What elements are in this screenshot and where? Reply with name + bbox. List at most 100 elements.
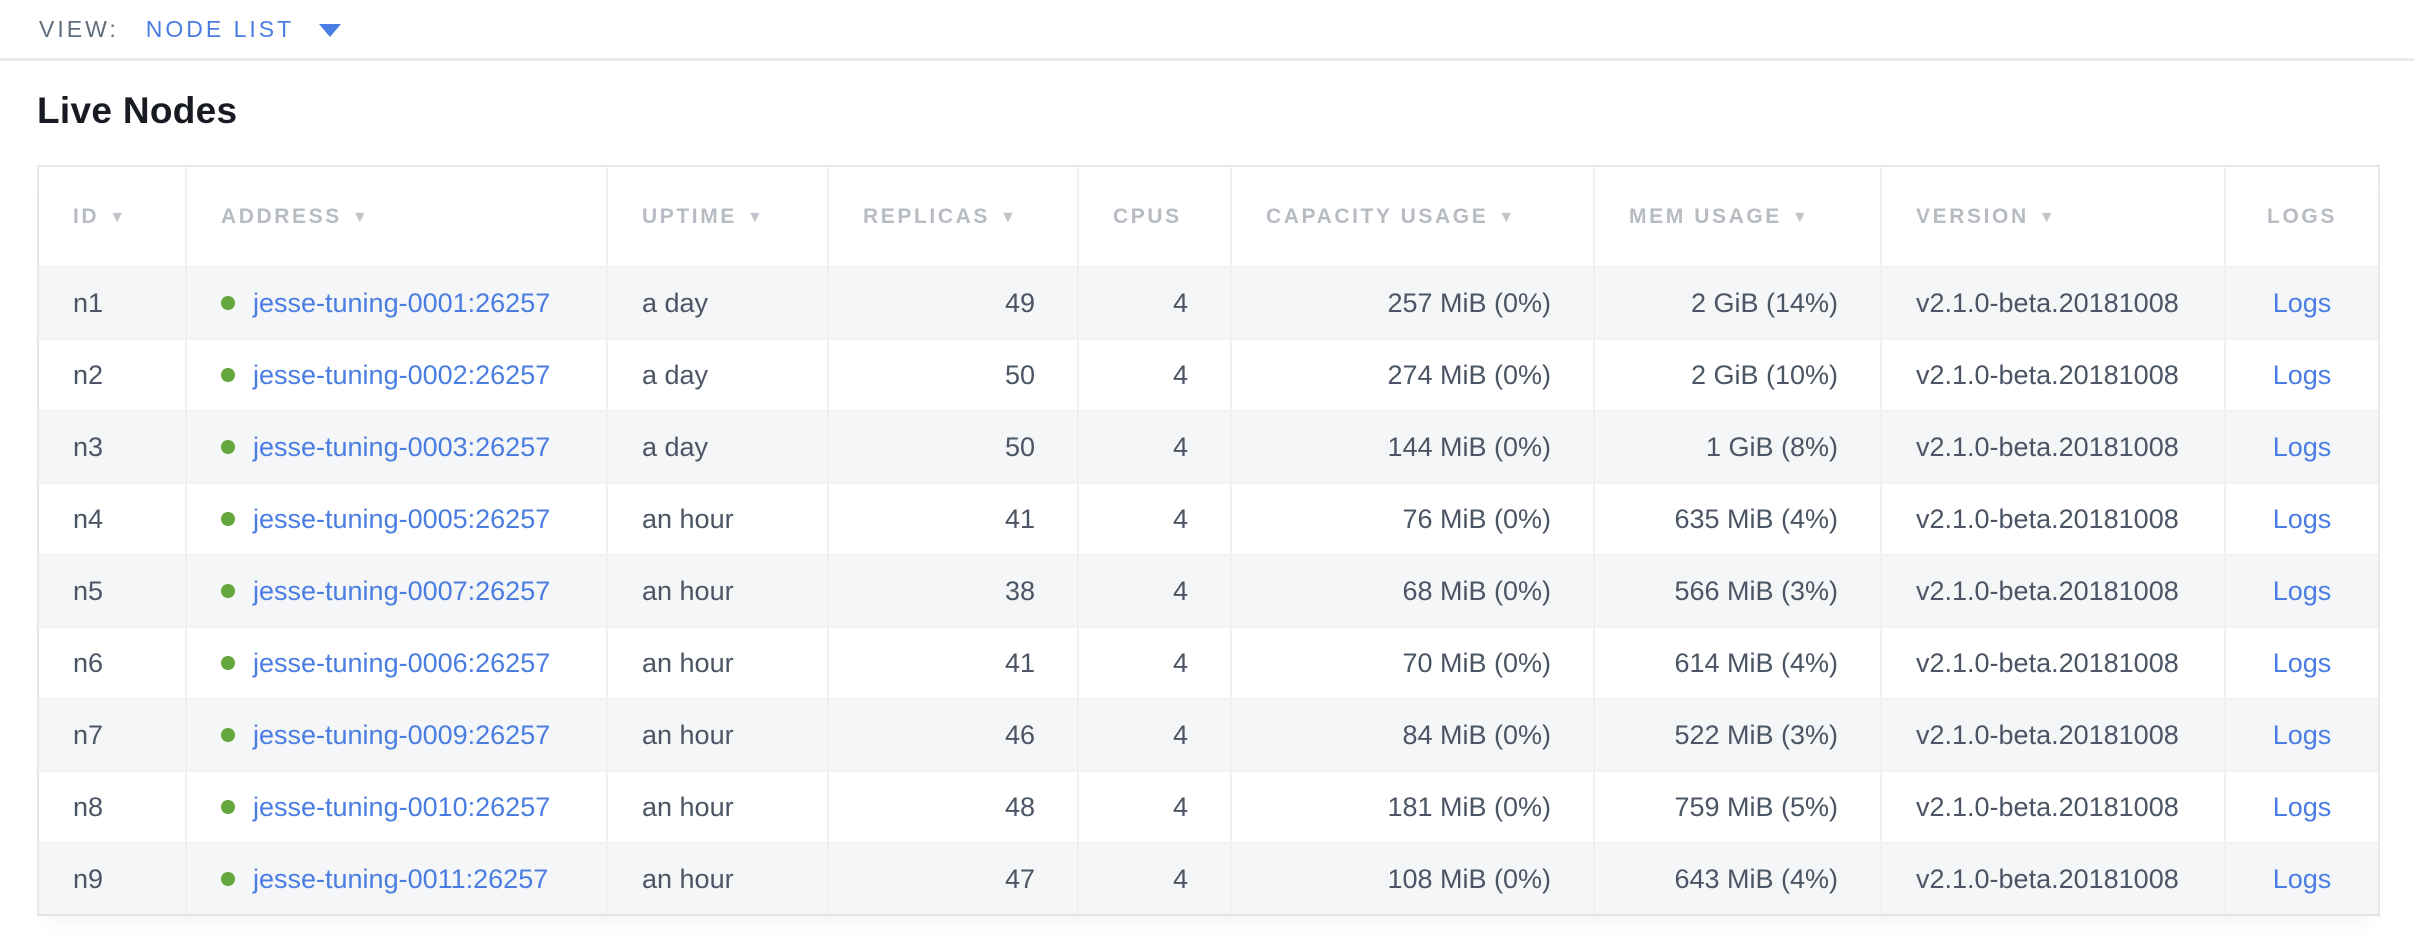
node-row-n2: n2 jesse-tuning-0002:26257 a day 50 4 274 MiB… [37,338,2380,411]
sort-desc-icon: ▼ [746,208,766,226]
cell-version: v2.1.0-beta.20181008 [1880,338,2225,411]
cell-capacity: 257 MiB (0%) [1230,266,1594,339]
node-logs-link[interactable]: Logs [2272,719,2332,750]
cell-version: v2.1.0-beta.20181008 [1880,554,2225,627]
node-address-link[interactable]: jesse-tuning-0006:26257 [253,647,551,678]
cell-replicas: 48 [827,770,1078,843]
cell-address: jesse-tuning-0009:26257 [185,698,607,771]
cell-version: v2.1.0-beta.20181008 [1880,482,2225,555]
column-header-version[interactable]: VERSION ▼ [1880,165,2225,267]
live-nodes-section: ID ▼ ADDRESS ▼ UPTIME ▼ REPLICAS ▼ CPUS CAPACITY … [37,165,2414,916]
column-header-id[interactable]: ID ▼ [37,165,186,267]
cell-logs: Logs [2224,410,2380,483]
cell-mem: 2 GiB (10%) [1593,338,1881,411]
cell-logs: Logs [2224,698,2380,771]
node-logs-link[interactable]: Logs [2272,431,2332,462]
column-header-label: UPTIME [642,204,737,228]
node-logs-link[interactable]: Logs [2272,863,2332,894]
node-address-link[interactable]: jesse-tuning-0007:26257 [253,575,551,606]
view-topbar: VIEW: NODE LIST [0,0,2414,61]
cell-uptime: an hour [606,554,828,627]
cell-version: v2.1.0-beta.20181008 [1880,770,2225,843]
column-header-uptime[interactable]: UPTIME ▼ [606,165,828,267]
cell-uptime: an hour [606,626,828,699]
cell-replicas: 50 [827,338,1078,411]
node-logs-link[interactable]: Logs [2272,503,2332,534]
cell-cpus: 4 [1077,626,1231,699]
cell-replicas: 47 [827,842,1078,916]
cell-mem: 614 MiB (4%) [1593,626,1881,699]
node-logs-link[interactable]: Logs [2272,647,2332,678]
table-header-row: ID ▼ ADDRESS ▼ UPTIME ▼ REPLICAS ▼ CPUS CAPACITY … [37,165,2380,267]
cell-logs: Logs [2224,626,2380,699]
node-address-link[interactable]: jesse-tuning-0001:26257 [253,287,551,318]
column-header-label: ADDRESS [221,204,342,228]
cell-uptime: a day [606,338,828,411]
column-header-address[interactable]: ADDRESS ▼ [185,165,607,267]
node-address-link[interactable]: jesse-tuning-0005:26257 [253,503,551,534]
node-address-link[interactable]: jesse-tuning-0011:26257 [253,863,549,894]
node-row-n6: n6 jesse-tuning-0006:26257 an hour 41 4 70 Mi… [37,626,2380,699]
cell-address: jesse-tuning-0011:26257 [185,842,607,916]
cell-mem: 1 GiB (8%) [1593,410,1881,483]
node-logs-link[interactable]: Logs [2272,575,2332,606]
cell-uptime: a day [606,266,828,339]
node-logs-link[interactable]: Logs [2272,287,2332,318]
node-address-link[interactable]: jesse-tuning-0009:26257 [253,719,551,750]
cell-mem: 2 GiB (14%) [1593,266,1881,339]
node-row-n8: n8 jesse-tuning-0010:26257 an hour 48 4 181 M… [37,770,2380,843]
cell-id: n8 [37,770,186,843]
node-address-link[interactable]: jesse-tuning-0002:26257 [253,359,551,390]
cell-capacity: 144 MiB (0%) [1230,410,1594,483]
cell-cpus: 4 [1077,554,1231,627]
cell-logs: Logs [2224,554,2380,627]
column-header-cpus[interactable]: CPUS [1077,165,1231,267]
cell-id: n3 [37,410,186,483]
cell-capacity: 68 MiB (0%) [1230,554,1594,627]
column-header-mem[interactable]: MEM USAGE ▼ [1593,165,1881,267]
sort-desc-icon: ▼ [351,208,371,226]
node-live-status-icon [221,367,235,382]
live-nodes-table: ID ▼ ADDRESS ▼ UPTIME ▼ REPLICAS ▼ CPUS CAPACITY … [37,165,2380,916]
node-address-link[interactable]: jesse-tuning-0010:26257 [253,791,551,822]
column-header-label: MEM USAGE [1629,204,1782,228]
node-row-n9: n9 jesse-tuning-0011:26257 an hour 47 4 108 M… [37,842,2380,916]
node-address-link[interactable]: jesse-tuning-0003:26257 [253,431,551,462]
cell-cpus: 4 [1077,770,1231,843]
column-header-replicas[interactable]: REPLICAS ▼ [827,165,1078,267]
cell-cpus: 4 [1077,482,1231,555]
column-header-logs[interactable]: LOGS [2224,165,2380,267]
cell-mem: 566 MiB (3%) [1593,554,1881,627]
sort-desc-icon: ▼ [1498,208,1517,226]
cell-logs: Logs [2224,266,2380,339]
cell-id: n6 [37,626,186,699]
cell-logs: Logs [2224,338,2380,411]
cell-version: v2.1.0-beta.20181008 [1880,626,2225,699]
column-header-capacity[interactable]: CAPACITY USAGE ▼ [1230,165,1594,267]
cell-address: jesse-tuning-0006:26257 [185,626,607,699]
node-live-status-icon [221,439,235,454]
column-header-label: CPUS [1113,204,1182,228]
node-live-status-icon [221,871,235,886]
view-selector-dropdown[interactable]: NODE LIST [146,16,342,43]
cell-address: jesse-tuning-0005:26257 [185,482,607,555]
column-header-label: ID [73,204,100,228]
cell-logs: Logs [2224,842,2380,916]
column-header-label: CAPACITY USAGE [1266,204,1489,228]
cell-capacity: 84 MiB (0%) [1230,698,1594,771]
column-header-label: VERSION [1916,204,2029,228]
node-logs-link[interactable]: Logs [2272,359,2332,390]
cell-version: v2.1.0-beta.20181008 [1880,698,2225,771]
cell-capacity: 274 MiB (0%) [1230,338,1594,411]
cell-version: v2.1.0-beta.20181008 [1880,266,2225,339]
view-label: VIEW: [39,15,119,42]
cell-id: n2 [37,338,186,411]
node-live-status-icon [221,727,235,742]
cell-uptime: an hour [606,770,828,843]
node-live-status-icon [221,583,235,598]
cell-mem: 643 MiB (4%) [1593,842,1881,916]
cell-replicas: 46 [827,698,1078,771]
node-logs-link[interactable]: Logs [2272,791,2332,822]
sort-desc-icon: ▼ [109,208,128,226]
node-row-n4: n4 jesse-tuning-0005:26257 an hour 41 4 76 Mi… [37,482,2380,555]
